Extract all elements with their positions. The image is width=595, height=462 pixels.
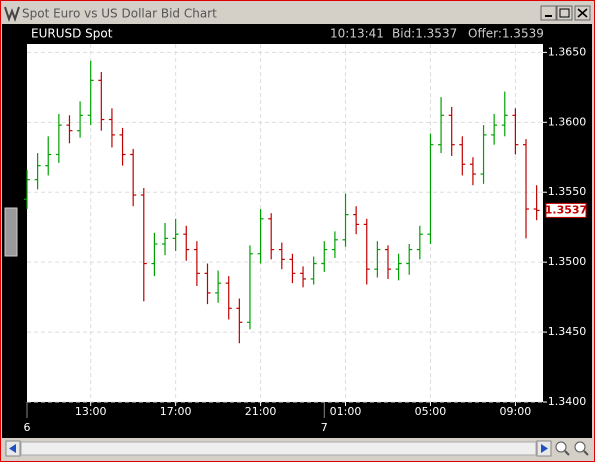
scroll-right-arrow	[541, 444, 548, 453]
last-price-label: 1.3537	[545, 203, 587, 216]
title-bar	[1, 1, 594, 25]
zoom-in-button[interactable]	[555, 441, 570, 456]
quote-time: 10:13:41	[330, 27, 384, 41]
last-price-box	[545, 202, 587, 218]
window-buttons[interactable]	[540, 5, 591, 21]
side-handle[interactable]	[4, 207, 18, 257]
scroll-left-arrow	[9, 444, 16, 453]
y-tick-label: 1.3650	[548, 45, 587, 58]
zoom-in-handle	[564, 450, 570, 456]
y-tick-label: 1.3400	[548, 395, 587, 408]
minimize-button[interactable]	[540, 5, 557, 21]
window-title: Spot Euro vs US Dollar Bid Chart	[22, 7, 217, 21]
x-tick-label: 01:00	[330, 405, 362, 418]
day-label: 7	[321, 421, 328, 434]
zoom-out-glyph	[574, 441, 586, 453]
y-tick-label: 1.3450	[548, 325, 587, 338]
bid-quote: Bid:1.3537	[392, 27, 457, 41]
y-tick-label: 1.3600	[548, 115, 587, 128]
close-glyph	[577, 8, 588, 18]
plot-area	[27, 44, 543, 402]
x-tick-label: 05:00	[415, 405, 447, 418]
x-tick-label: 21:00	[245, 405, 277, 418]
zoom-out-handle	[583, 450, 589, 456]
y-tick-label: 1.3550	[548, 185, 587, 198]
scroll-track[interactable]	[20, 441, 537, 456]
day-label: 6	[24, 421, 31, 434]
plot: 1.3400 1.3450 1.3500 1.3550 1.3600 1.3650 13:0…	[24, 44, 587, 434]
app-icon	[4, 6, 20, 22]
maximize-button[interactable]	[556, 5, 573, 21]
offer-quote: Offer:1.3539	[468, 27, 544, 41]
y-tick-label: 1.3500	[548, 255, 587, 268]
x-tick-label: 13:00	[75, 405, 107, 418]
x-tick-label: 09:00	[500, 405, 532, 418]
zoom-in-glyph	[555, 441, 567, 453]
zoom-out-button[interactable]	[574, 441, 589, 456]
maximize-glyph	[559, 8, 570, 18]
chart-title: EURUSD Spot	[31, 27, 113, 41]
x-tick-label: 17:00	[160, 405, 192, 418]
